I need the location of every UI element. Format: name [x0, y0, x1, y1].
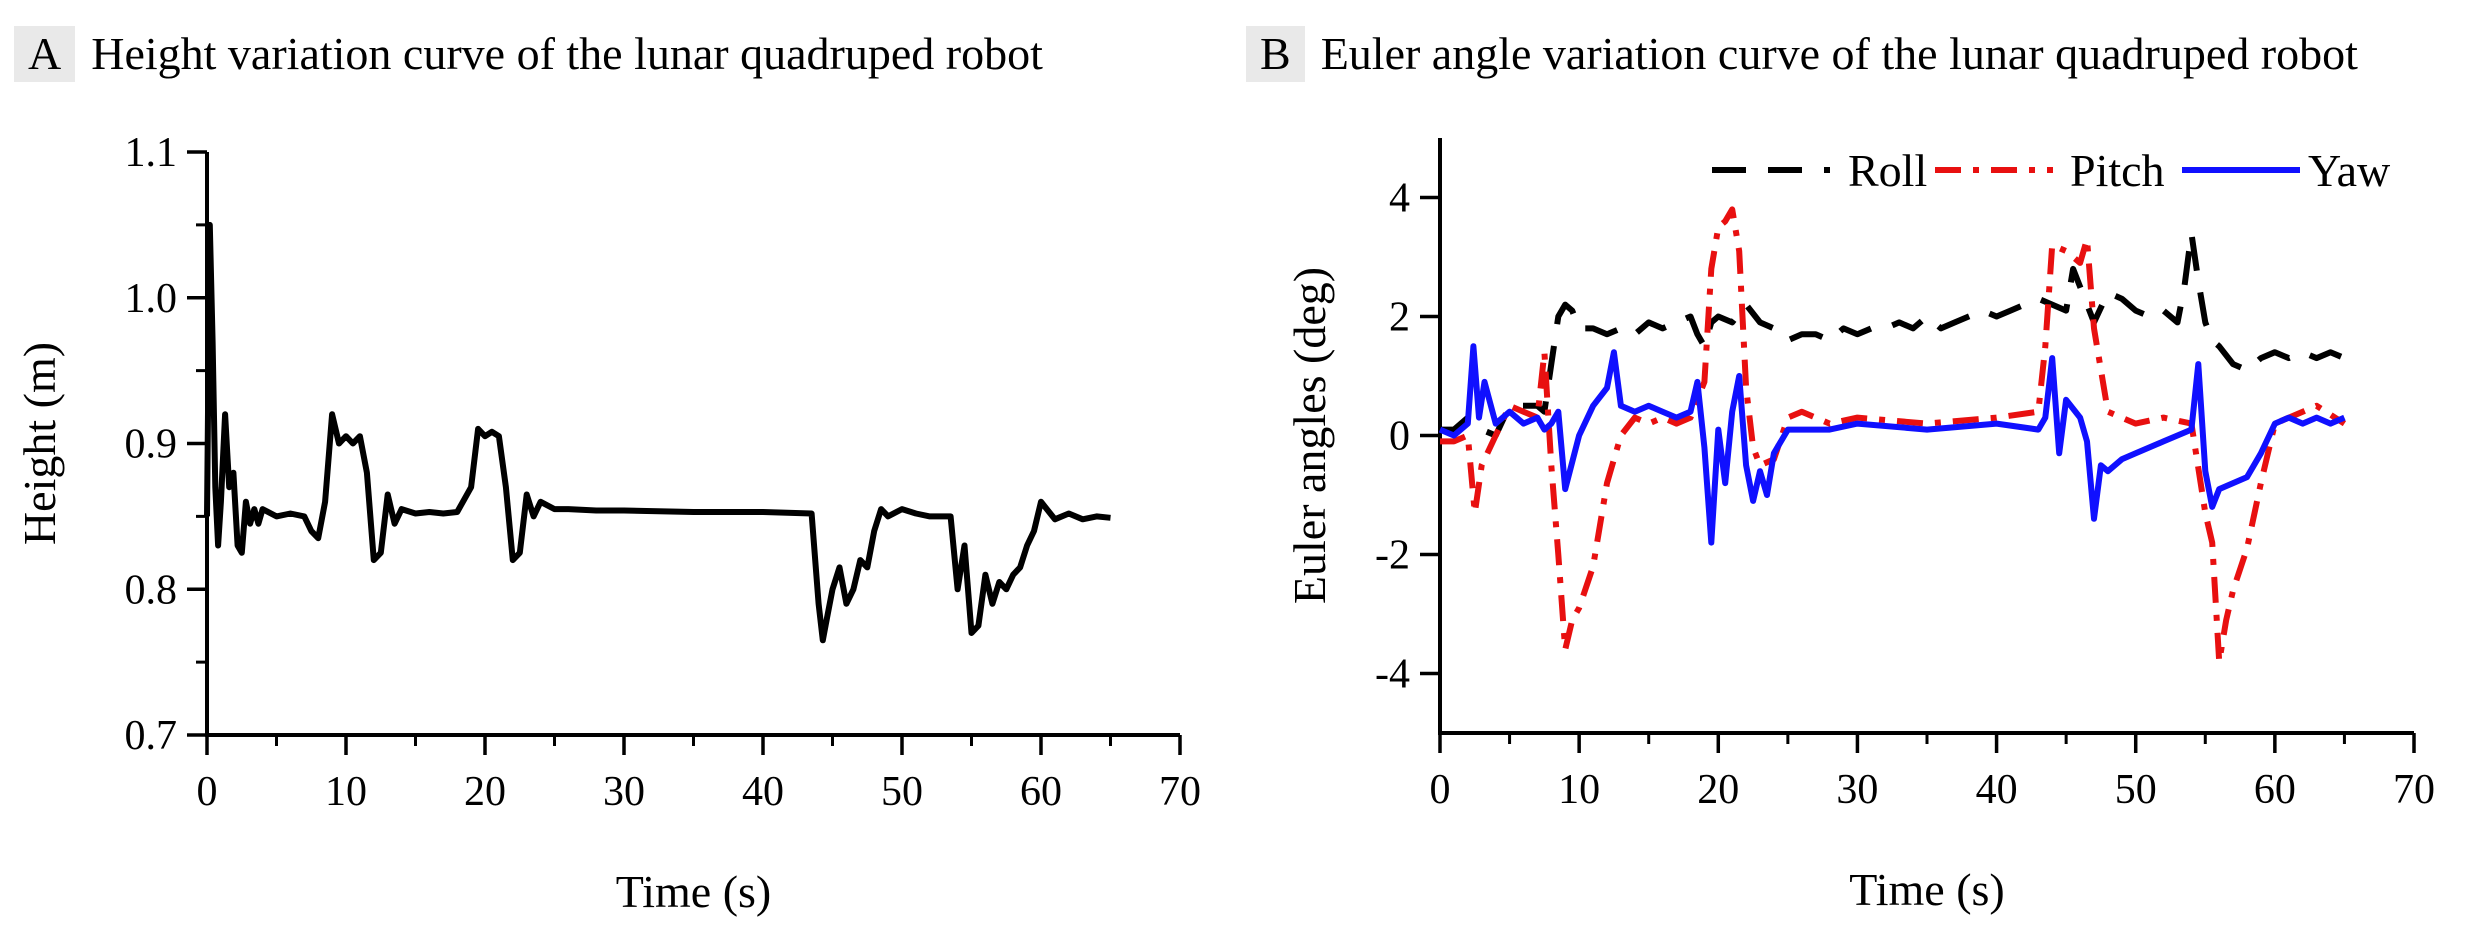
panel-b-header: B Euler angle variation curve of the lun… — [1246, 26, 2358, 82]
legend-label-roll: Roll — [1848, 145, 1927, 196]
y-tick-label: -4 — [1375, 652, 1410, 698]
series-line-roll — [1440, 230, 2346, 439]
x-tick-label: 40 — [1976, 767, 2018, 813]
y-tick-label: 0 — [1389, 414, 1410, 460]
x-tick-label: 20 — [1697, 767, 1739, 813]
x-tick-label: 50 — [2115, 767, 2157, 813]
legend-label-pitch: Pitch — [2070, 145, 2165, 196]
x-tick-label: 50 — [881, 769, 923, 815]
panel-a-letter: A — [14, 26, 76, 82]
y-tick-label: -2 — [1375, 533, 1410, 579]
chart-a-plot: 0 10 20 30 40 50 60 70 0.7 0.8 0.9 1.0 1.1 Time (s) He… — [14, 130, 1201, 917]
series-line-yaw — [1438, 343, 2346, 546]
panel-b-letter: B — [1246, 26, 1305, 82]
y-tick-label: 0.8 — [125, 567, 178, 613]
x-tick-label: 20 — [464, 769, 506, 815]
series-line-height — [204, 221, 1111, 644]
x-tick-label: 30 — [1836, 767, 1878, 813]
y-tick-label: 1.1 — [125, 130, 178, 176]
x-tick-label: 40 — [742, 769, 784, 815]
y-axis-title: Height (m) — [14, 342, 65, 545]
panel-a-title: Height variation curve of the lunar quad… — [91, 28, 1043, 79]
x-tick-label: 0 — [1430, 767, 1451, 813]
x-tick-label: 0 — [197, 769, 218, 815]
y-tick-label: 4 — [1389, 176, 1410, 222]
x-tick-label: 70 — [1159, 769, 1201, 815]
legend-label-yaw: Yaw — [2308, 145, 2391, 196]
x-tick-label: 10 — [1558, 767, 1600, 813]
y-tick-label: 0.9 — [125, 422, 178, 468]
y-tick-label: 2 — [1389, 295, 1410, 341]
y-tick-label: 0.7 — [125, 713, 178, 759]
x-tick-label: 10 — [325, 769, 367, 815]
x-axis-title: Time (s) — [1849, 864, 2005, 915]
x-axis-title: Time (s) — [616, 866, 772, 917]
chart-b-plot: 0 10 20 30 40 50 60 70 -4 -2 0 2 4 Time (s) Euler angl… — [1284, 138, 2435, 915]
series-line-pitch — [1440, 206, 2347, 665]
panel-a-header: A Height variation curve of the lunar qu… — [14, 26, 1043, 82]
y-axis-title: Euler angles (deg) — [1284, 267, 1335, 604]
y-tick-label: 1.0 — [125, 276, 178, 322]
x-tick-label: 60 — [1020, 769, 1062, 815]
x-tick-label: 70 — [2393, 767, 2435, 813]
x-tick-label: 60 — [2254, 767, 2296, 813]
x-tick-label: 30 — [603, 769, 645, 815]
legend: Roll Pitch Yaw — [1712, 145, 2391, 196]
panel-b-title: Euler angle variation curve of the lunar… — [1320, 28, 2358, 79]
